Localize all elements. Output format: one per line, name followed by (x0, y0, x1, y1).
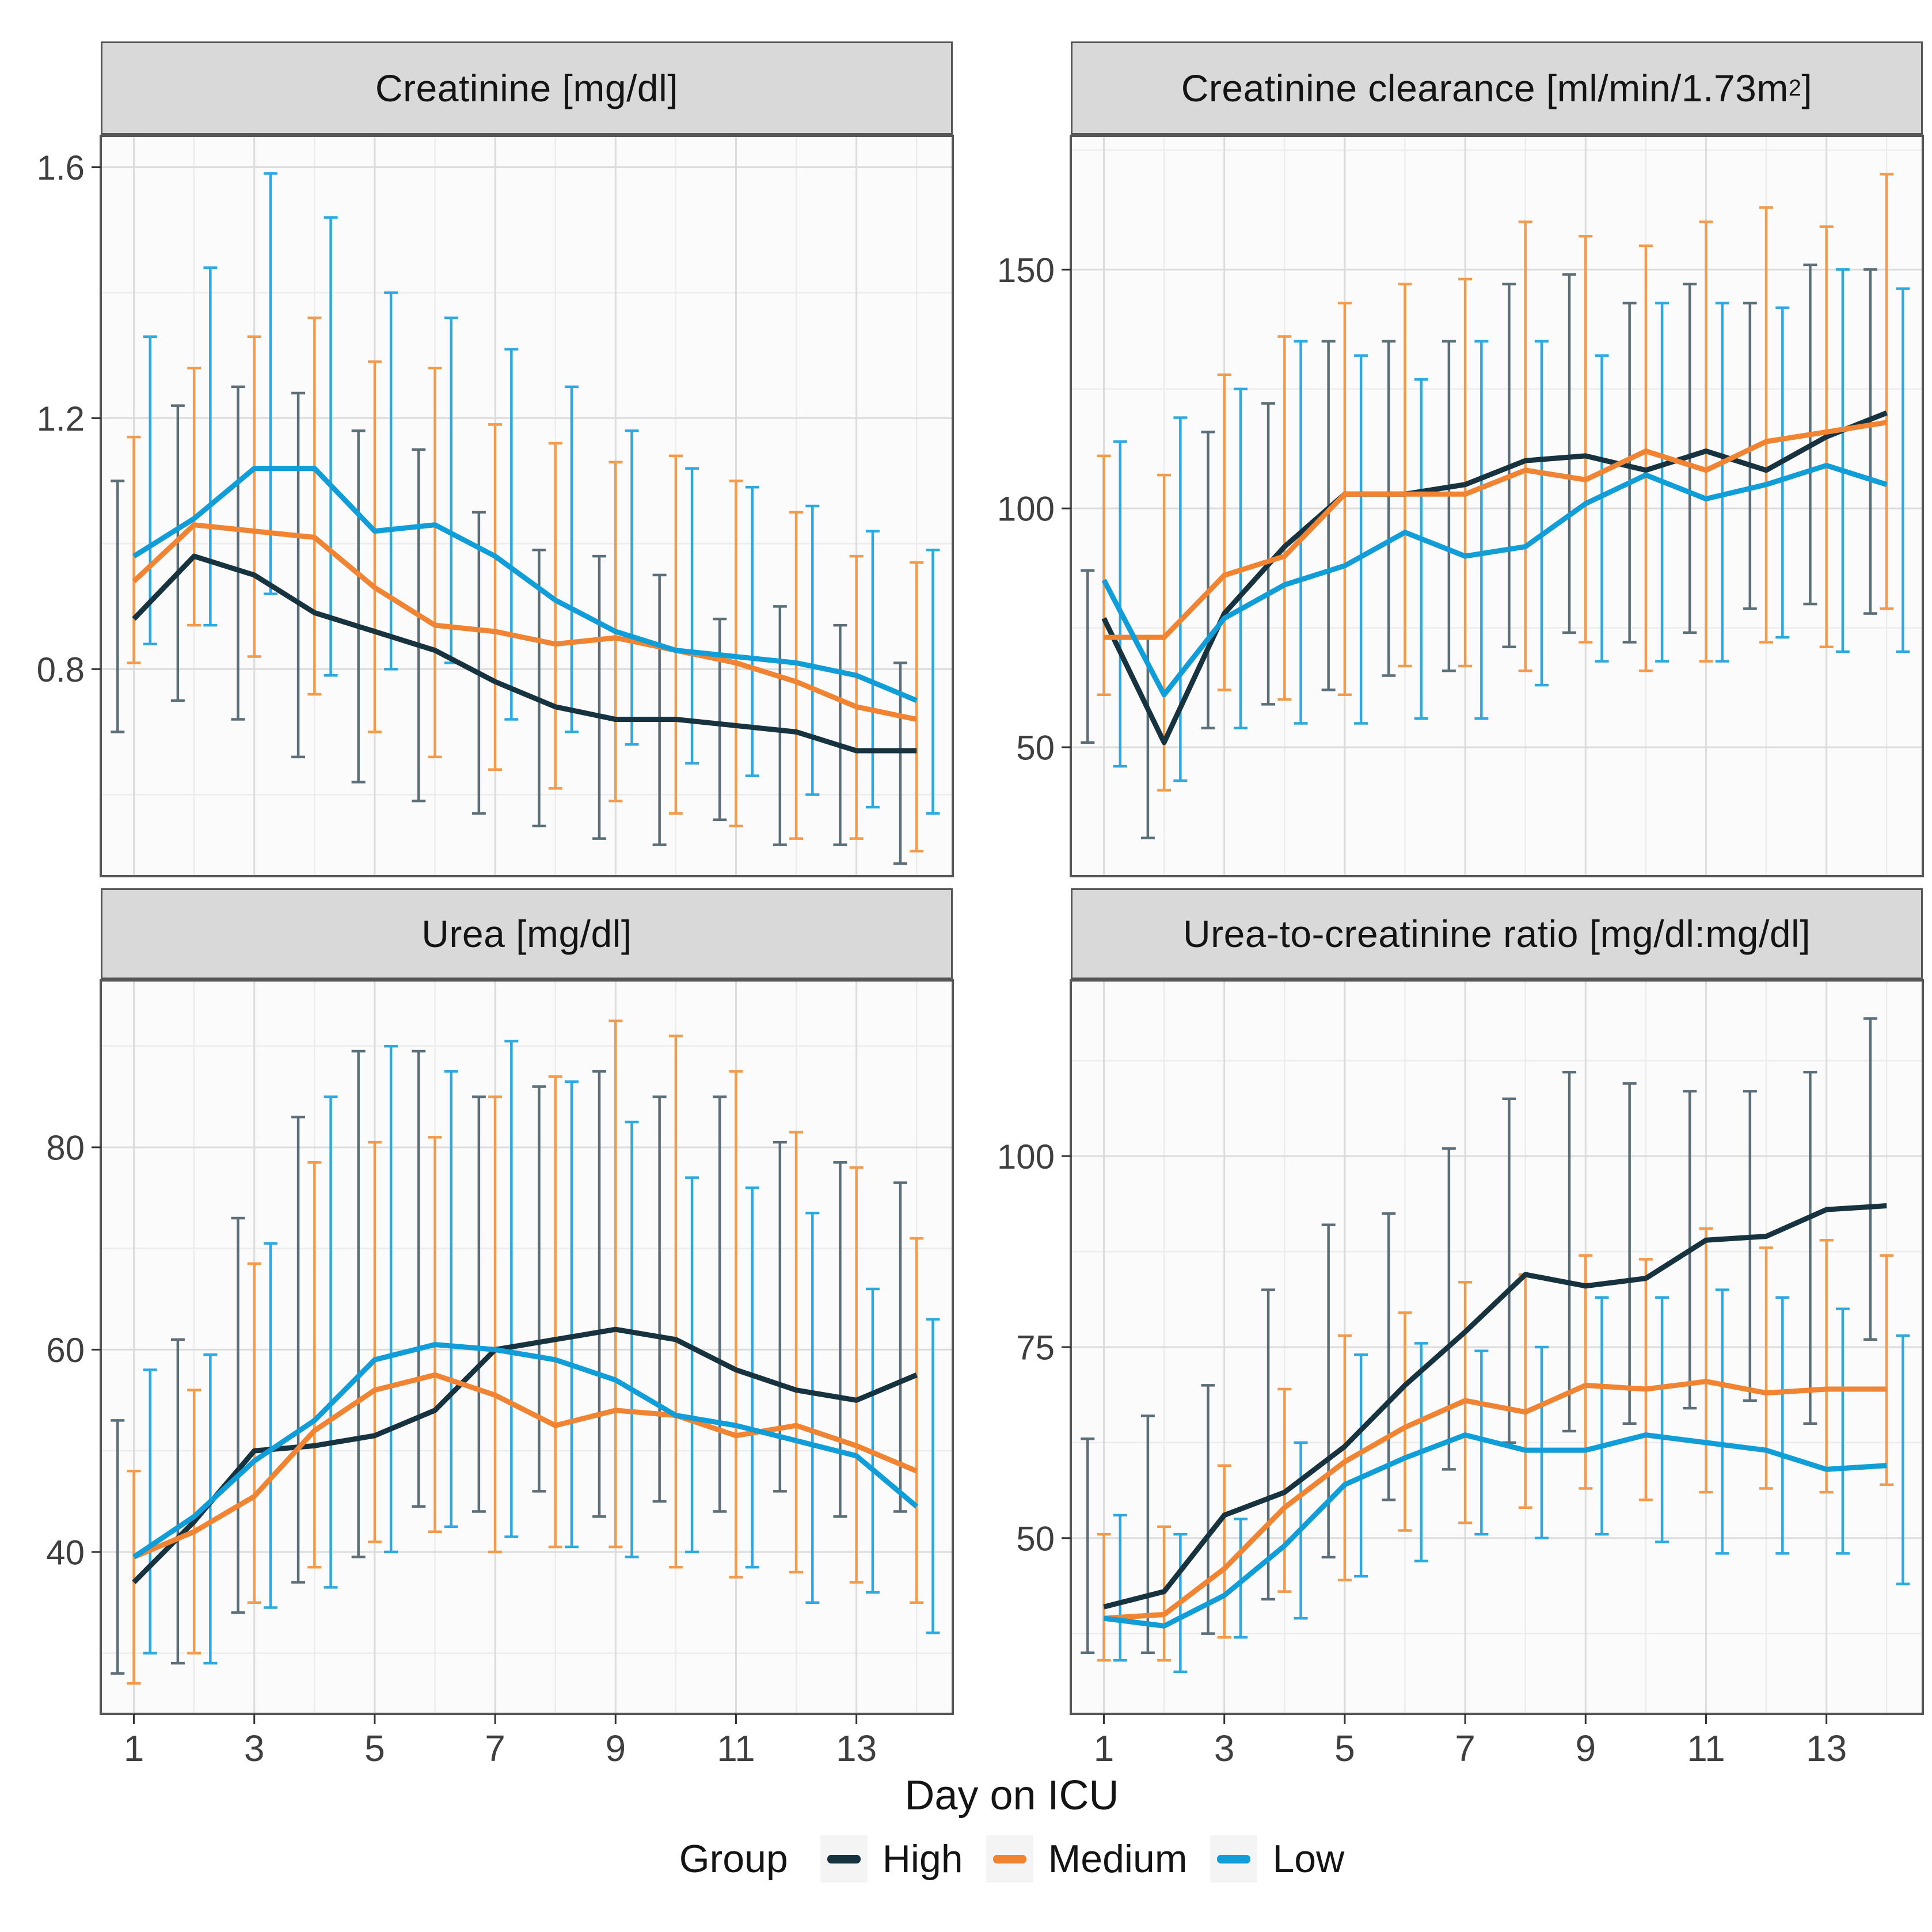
svg-text:7: 7 (485, 1728, 505, 1769)
svg-text:1: 1 (1094, 1728, 1115, 1769)
svg-text:11: 11 (1687, 1728, 1725, 1769)
facet-strip-urea: Urea [mg/dl] (101, 888, 953, 979)
legend-key-high (820, 1835, 868, 1882)
svg-text:13: 13 (1806, 1728, 1847, 1769)
panel-creatinine-clearance-plot: 50 100 150 (997, 135, 1924, 877)
legend-label-medium: Medium (1048, 1837, 1188, 1881)
legend-item-low: Low (1210, 1835, 1344, 1882)
svg-text:40: 40 (46, 1533, 85, 1572)
legend-item-high: High (820, 1835, 963, 1882)
facet-strip-creatinine-clearance: Creatinine clearance [ml/min/1.73m 2] (1071, 41, 1923, 135)
svg-text:1.6: 1.6 (37, 149, 85, 187)
svg-text:1.2: 1.2 (37, 400, 85, 438)
svg-text:3: 3 (244, 1728, 265, 1769)
facet-title: Urea-to-creatinine ratio [mg/dl:mg/dl] (1182, 912, 1811, 955)
svg-text:11: 11 (717, 1728, 755, 1769)
facet-title: Urea [mg/dl] (421, 912, 632, 955)
legend: Group High Medium Low (101, 1835, 1923, 1882)
svg-text:100: 100 (997, 490, 1055, 528)
svg-text:100: 100 (997, 1138, 1055, 1176)
facet-title: Creatinine clearance [ml/min/1.73m (1181, 67, 1789, 109)
svg-text:3: 3 (1214, 1728, 1235, 1769)
svg-text:5: 5 (1334, 1728, 1355, 1769)
legend-key-low (1210, 1835, 1258, 1882)
svg-text:7: 7 (1455, 1728, 1475, 1769)
legend-swatch-medium-icon (992, 1854, 1026, 1863)
svg-text:9: 9 (1575, 1728, 1596, 1769)
legend-key-medium (986, 1835, 1033, 1882)
facet-title: Creatinine [mg/dl] (375, 67, 679, 109)
legend-title: Group (679, 1837, 788, 1881)
legend-item-medium: Medium (986, 1835, 1188, 1882)
svg-text:60: 60 (46, 1331, 85, 1370)
facet-strip-urea-creatinine-ratio: Urea-to-creatinine ratio [mg/dl:mg/dl] (1071, 888, 1923, 979)
svg-text:150: 150 (997, 251, 1055, 290)
legend-label-low: Low (1272, 1837, 1345, 1881)
facet-strip-creatinine: Creatinine [mg/dl] (101, 41, 953, 135)
svg-text:9: 9 (605, 1728, 626, 1769)
svg-text:80: 80 (46, 1129, 85, 1167)
panel-creatinine-plot: 0.8 1.2 1.6 (37, 135, 954, 877)
legend-swatch-high-icon (827, 1854, 861, 1863)
svg-text:1: 1 (124, 1728, 144, 1769)
legend-swatch-low-icon (1217, 1854, 1251, 1863)
svg-text:0.8: 0.8 (37, 651, 85, 689)
svg-text:5: 5 (364, 1728, 385, 1769)
legend-label-high: High (882, 1837, 963, 1881)
svg-text:75: 75 (1016, 1329, 1055, 1367)
svg-text:13: 13 (836, 1728, 877, 1769)
svg-text:50: 50 (1016, 1519, 1055, 1558)
x-axis-title: Day on ICU (904, 1773, 1119, 1819)
svg-text:50: 50 (1016, 729, 1055, 767)
